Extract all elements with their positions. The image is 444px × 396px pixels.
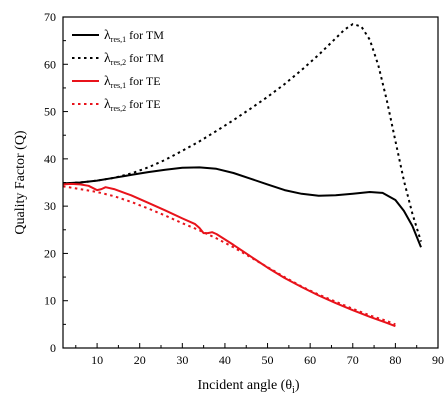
x-tick-label: 80: [389, 353, 401, 367]
y-tick-label: 60: [44, 57, 56, 71]
y-tick-label: 70: [44, 10, 56, 24]
x-tick-label: 50: [262, 353, 274, 367]
y-tick-label: 50: [44, 105, 56, 119]
y-tick-label: 30: [44, 199, 56, 213]
x-axis-label-tail: ): [295, 378, 300, 393]
x-tick-label: 30: [176, 353, 188, 367]
series-layer: [62, 23, 422, 328]
series-line-1: [62, 166, 422, 248]
series-line-2: [62, 23, 422, 242]
x-tick-label: 20: [134, 353, 146, 367]
y-tick-label: 0: [50, 341, 56, 355]
legend-label-1: λres,1 for TM: [104, 28, 164, 44]
plot-frame: [62, 16, 439, 349]
legend: λres,1 for TM λres,2 for TM λres,1 for TE λ…: [72, 28, 164, 113]
y-tick-label: 20: [44, 246, 56, 260]
legend-label-3: λres,1 for TE: [104, 74, 161, 90]
legend-label-2: λres,2 for TM: [104, 51, 164, 67]
x-tick-label: 90: [432, 353, 444, 367]
legend-label-4: λres,2 for TE: [104, 97, 161, 113]
ticks-layer: 10 20 30 40 50 60 70 80 90 0 10 20 30 40 50 60 70: [44, 10, 444, 367]
x-tick-label: 60: [304, 353, 316, 367]
x-axis-label: Incident angle (θi): [197, 378, 299, 396]
series-line-3: [62, 182, 396, 328]
y-tick-label: 10: [44, 294, 56, 308]
y-axis-label: Quality Factor (Q): [13, 130, 28, 235]
x-axis-label-main: Incident angle (θ: [197, 378, 292, 393]
series-line-4: [62, 185, 396, 326]
y-tick-label: 40: [44, 152, 56, 166]
x-axis-label-sub: i: [292, 385, 295, 396]
x-tick-label: 10: [91, 353, 103, 367]
x-tick-label: 40: [219, 353, 231, 367]
x-tick-label: 70: [347, 353, 359, 367]
